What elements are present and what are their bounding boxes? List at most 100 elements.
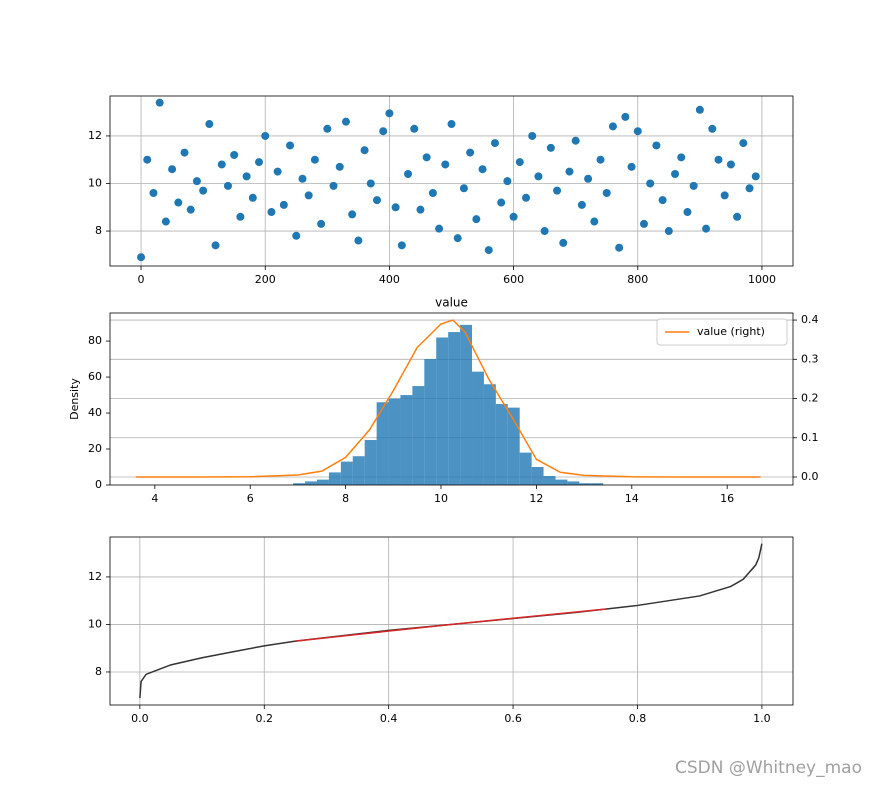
bar: [436, 337, 449, 485]
point: [615, 243, 624, 252]
x-tick-label: 1000: [748, 273, 776, 286]
point: [397, 241, 406, 250]
point: [714, 155, 723, 164]
y-tick-label: 40: [88, 406, 102, 419]
bar: [388, 398, 401, 485]
point: [739, 139, 748, 148]
bar: [507, 407, 520, 485]
point: [608, 122, 617, 131]
point: [702, 224, 711, 233]
point: [577, 200, 586, 209]
point: [478, 165, 487, 174]
point: [751, 172, 760, 181]
bar: [483, 384, 496, 485]
point: [553, 186, 562, 195]
y2-tick-label: 0.3: [801, 352, 819, 365]
point: [155, 98, 164, 107]
x-tick-label: 1.0: [753, 712, 771, 725]
point: [484, 246, 493, 255]
point: [559, 238, 568, 247]
x-tick-label: 0.0: [131, 712, 149, 725]
point: [391, 203, 400, 212]
point: [565, 167, 574, 176]
point: [497, 198, 506, 207]
x-tick-label: 16: [720, 492, 734, 505]
x-tick-label: 6: [247, 492, 254, 505]
bar: [424, 359, 437, 485]
x-tick-label: 400: [379, 273, 400, 286]
point: [584, 174, 593, 183]
bar: [305, 481, 317, 485]
bar: [460, 324, 473, 485]
subplot-title: value: [435, 296, 468, 310]
bar: [412, 386, 425, 485]
x-tick-label: 0.4: [380, 712, 398, 725]
point: [627, 162, 636, 171]
y2-tick-label: 0.2: [801, 392, 819, 405]
axes-frame: [109, 536, 794, 706]
y-tick-label: 8: [95, 224, 102, 237]
bar: [376, 402, 389, 485]
point: [596, 155, 605, 164]
x-tick-label: 8: [342, 492, 349, 505]
point: [379, 127, 388, 136]
point: [708, 124, 717, 133]
point: [149, 189, 158, 198]
point: [602, 189, 611, 198]
subplot: 0.0 0.2 0.4 0.6 0.8 1.0 8 10 12: [88, 536, 794, 725]
point: [292, 231, 301, 240]
point: [677, 153, 686, 162]
bar: [328, 472, 341, 485]
bar: [364, 440, 377, 485]
bar: [531, 467, 544, 485]
point: [652, 141, 661, 150]
point: [671, 169, 680, 178]
point: [223, 181, 232, 190]
point: [534, 172, 543, 181]
point: [348, 210, 357, 219]
y-tick-label: 0: [95, 478, 102, 491]
x-tick-label: 800: [627, 273, 648, 286]
point: [441, 160, 450, 169]
point: [416, 205, 425, 214]
subplot: 0 200 400 600 800 1000 8 10 12: [88, 95, 794, 286]
point: [137, 253, 146, 262]
x-tick-label: 4: [151, 492, 158, 505]
point: [273, 167, 282, 176]
point: [689, 181, 698, 190]
point: [310, 155, 319, 164]
y-tick-label: 20: [88, 442, 102, 455]
point: [323, 124, 332, 133]
bar: [555, 479, 568, 485]
legend-box: [656, 318, 788, 346]
point: [161, 217, 170, 226]
point: [639, 219, 648, 228]
bar: [519, 452, 532, 485]
point: [372, 196, 381, 205]
y-tick-label: 8: [95, 665, 102, 678]
x-tick-label: 0.6: [504, 712, 522, 725]
point: [143, 155, 152, 164]
x-tick-label: 200: [255, 273, 276, 286]
point: [646, 179, 655, 188]
point: [428, 189, 437, 198]
point: [286, 141, 295, 150]
point: [490, 139, 499, 148]
subplot: 4 6 8 10 12 14 16 0 20 40 60 80 0.0 0.1 0.2 0.3 0.4 value…: [68, 296, 819, 506]
point: [354, 236, 363, 245]
point: [341, 117, 350, 126]
point: [453, 234, 462, 243]
x-tick-label: 14: [625, 492, 639, 505]
bar: [293, 483, 306, 485]
y-tick-label: 10: [88, 617, 102, 630]
point: [459, 184, 468, 193]
bar: [448, 332, 461, 485]
point: [317, 219, 326, 228]
point: [335, 162, 344, 171]
y2-tick-label: 0.4: [801, 313, 819, 326]
axes-frame: [109, 95, 794, 267]
point: [695, 105, 704, 114]
point: [621, 112, 630, 121]
point: [329, 181, 338, 190]
